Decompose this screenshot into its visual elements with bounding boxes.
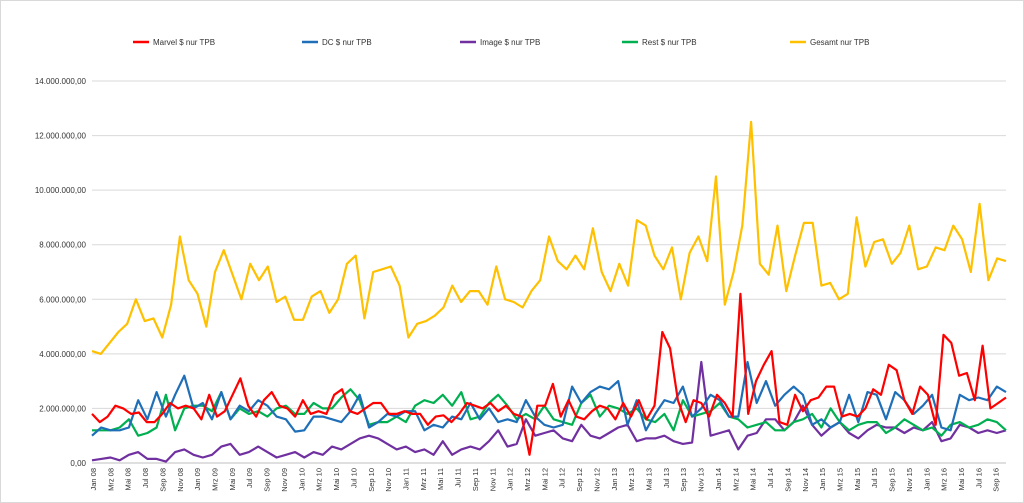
y-tick-label: 2.000.000,00 [39, 404, 86, 413]
x-tick-label: Mai 13 [645, 468, 654, 491]
x-tick-label: Mai 14 [749, 468, 758, 491]
x-tick-label: Mrz 16 [940, 468, 949, 491]
y-axis-ticks: 0,00 2.000.000,00 4.000.000,00 6.000.000,00… [35, 77, 87, 468]
x-tick-label: Sep 08 [158, 468, 167, 492]
legend-label: Gesamt nur TPB [810, 38, 869, 47]
x-tick-label: Jan 16 [922, 468, 931, 491]
x-tick-label: Jul 11 [454, 468, 463, 487]
x-tick-label: Sep 15 [888, 468, 897, 492]
y-tick-label: 10.000.000,00 [35, 186, 87, 195]
x-tick-label: Mai 12 [540, 468, 549, 491]
y-tick-label: 8.000.000,00 [39, 241, 86, 250]
x-tick-label: Jan 13 [610, 468, 619, 491]
x-tick-label: Jul 12 [558, 468, 567, 488]
x-tick-label: Jul 10 [349, 468, 358, 488]
x-tick-label: Jan 09 [193, 468, 202, 491]
series-line-2 [91, 360, 1007, 463]
x-tick-label: Sep 09 [263, 468, 272, 492]
x-tick-label: Mrz 10 [315, 468, 324, 491]
x-tick-label: Mrz 09 [211, 468, 220, 491]
x-tick-label: Sep 14 [783, 468, 792, 492]
y-tick-label: 12.000.000,00 [35, 132, 87, 141]
legend-label: Marvel $ nur TPB [153, 38, 215, 47]
x-tick-label: Mai 16 [957, 468, 966, 491]
legend-label: Rest $ nur TPB [642, 38, 697, 47]
legend: Marvel $ nur TPB DC $ nur TPB Image $ nur … [133, 38, 869, 47]
x-tick-label: Mai 15 [853, 468, 862, 491]
x-tick-label: Sep 16 [992, 468, 1001, 492]
x-tick-label: Sep 12 [575, 468, 584, 492]
x-tick-label: Mrz 11 [419, 468, 428, 490]
x-tick-label: Jul 15 [870, 468, 879, 488]
x-tick-label: Nov 13 [697, 468, 706, 492]
x-tick-label: Jan 15 [818, 468, 827, 491]
x-tick-label: Mrz 08 [106, 468, 115, 491]
x-tick-label: Jul 09 [245, 468, 254, 488]
x-tick-label: Nov 14 [801, 468, 810, 492]
x-tick-label: Jan 12 [506, 468, 515, 491]
x-tick-label: Mai 08 [124, 468, 133, 491]
x-tick-label: Nov 12 [592, 468, 601, 492]
x-tick-label: Jul 14 [766, 468, 775, 488]
y-tick-label: 14.000.000,00 [35, 77, 87, 86]
x-tick-label: Jan 11 [401, 468, 410, 490]
x-tick-label: Mai 11 [436, 468, 445, 490]
grid [92, 80, 1006, 464]
x-tick-label: Jul 13 [662, 468, 671, 488]
x-tick-label: Nov 15 [905, 468, 914, 492]
x-tick-label: Sep 13 [679, 468, 688, 492]
x-tick-label: Nov 11 [488, 468, 497, 491]
x-tick-label: Mrz 12 [523, 468, 532, 491]
x-tick-label: Nov 09 [280, 468, 289, 492]
series-line-4 [91, 120, 1007, 355]
legend-label: DC $ nur TPB [322, 38, 372, 47]
x-tick-label: Mrz 15 [835, 468, 844, 491]
x-tick-label: Jan 14 [714, 468, 723, 491]
x-tick-label: Sep 11 [471, 468, 480, 491]
x-tick-label: Jul 08 [141, 468, 150, 488]
y-tick-label: 6.000.000,00 [39, 295, 86, 304]
series-line-1 [91, 360, 1007, 437]
y-tick-label: 0,00 [70, 459, 86, 468]
x-tick-label: Mai 09 [228, 468, 237, 491]
x-tick-label: Mrz 14 [731, 468, 740, 491]
x-tick-label: Mrz 13 [627, 468, 636, 491]
x-axis-ticks: Jan 08 Mrz 08 Mai 08 Jul 08 Sep 08 Nov 08 Jan … [89, 468, 1001, 492]
series-line-0 [91, 292, 1007, 456]
x-tick-label: Mai 10 [332, 468, 341, 491]
x-tick-label: Jul 16 [974, 468, 983, 488]
x-tick-label: Jan 08 [89, 468, 98, 491]
x-tick-label: Nov 10 [384, 468, 393, 492]
x-tick-label: Jan 10 [297, 468, 306, 491]
y-tick-label: 4.000.000,00 [39, 350, 86, 359]
x-tick-label: Sep 10 [367, 468, 376, 492]
series-lines [91, 120, 1007, 463]
legend-label: Image $ nur TPB [480, 38, 540, 47]
x-tick-label: Nov 08 [176, 468, 185, 492]
series-line-3 [92, 388, 1007, 437]
